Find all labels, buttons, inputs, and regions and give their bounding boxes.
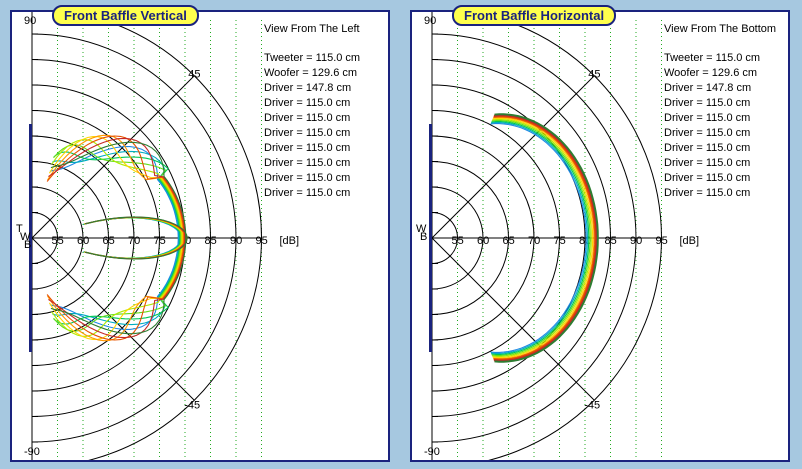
- driver-line: Driver = 147.8 cm: [264, 82, 352, 94]
- angle-label-minus-45: -45: [584, 399, 600, 411]
- baffle-bar: [429, 124, 432, 352]
- panel-front-baffle-horizontal: 55 60 65 70 75 80 85 90 95 [dB] 90 45 -45 -90 W B Front…: [410, 5, 790, 462]
- angle-label-minus-90: -90: [424, 446, 440, 458]
- driver-marker: B: [24, 239, 31, 251]
- view-label: View From The Left: [264, 23, 360, 35]
- view-label: View From The Bottom: [664, 23, 777, 35]
- tick-label: 85: [205, 235, 217, 247]
- driver-line: Driver = 115.0 cm: [264, 157, 351, 169]
- driver-line: Driver = 115.0 cm: [664, 97, 751, 109]
- baffle-bar: [29, 124, 32, 352]
- response-curve: [52, 150, 180, 326]
- response-curve: [493, 114, 598, 362]
- driver-line: Driver = 115.0 cm: [264, 142, 351, 154]
- tick-label: 60: [477, 235, 489, 247]
- response-curve: [53, 151, 181, 325]
- tick-label: 75: [154, 235, 166, 247]
- panel-front-baffle-vertical: 55 60 65 70 75 80 85 90 95 [dB] 90 45 -45 -90 T W B Fron…: [10, 5, 390, 462]
- response-curve: [493, 115, 597, 361]
- angle-label-90: 90: [24, 15, 36, 27]
- driver-line: Driver = 115.0 cm: [664, 172, 751, 184]
- driver-line: Driver = 115.0 cm: [664, 127, 751, 139]
- polar-ring: [68, 12, 262, 460]
- response-curve: [53, 144, 182, 332]
- tick-label: 65: [503, 235, 515, 247]
- unit-label: [dB]: [280, 235, 300, 247]
- diagonal-45: [431, 75, 595, 239]
- response-curve: [491, 119, 591, 357]
- driver-line: Woofer = 129.6 cm: [264, 67, 358, 79]
- tick-label: 95: [656, 235, 668, 247]
- tick-label: 65: [103, 235, 115, 247]
- response-curve: [493, 116, 595, 360]
- response-curve: [490, 122, 588, 354]
- tick-label: 95: [256, 235, 268, 247]
- tick-label: 70: [528, 235, 540, 247]
- response-curve-center: [85, 216, 188, 260]
- response-curve: [490, 123, 587, 353]
- diagonal-minus-45: [31, 237, 195, 401]
- diagonal-45: [31, 75, 195, 239]
- driver-line: Driver = 115.0 cm: [264, 127, 351, 139]
- response-curve: [50, 141, 187, 335]
- legend-info: View From The Left Tweeter = 115.0 cm Wo…: [264, 22, 360, 201]
- tick-label: 70: [128, 235, 140, 247]
- driver-line: Tweeter = 115.0 cm: [264, 52, 361, 64]
- angle-label-minus-45: -45: [184, 399, 200, 411]
- tick-label: 85: [605, 235, 617, 247]
- angle-label-45: 45: [588, 69, 600, 81]
- panel-title: Front Baffle Horizontal: [452, 5, 617, 26]
- response-curve: [492, 117, 594, 359]
- driver-line: Driver = 115.0 cm: [264, 187, 351, 199]
- diagonal-minus-45: [431, 237, 595, 401]
- driver-marker: T: [16, 223, 23, 235]
- tick-label: 55: [52, 235, 64, 247]
- driver-line: Driver = 115.0 cm: [664, 112, 751, 124]
- driver-line: Tweeter = 115.0 cm: [664, 52, 761, 64]
- driver-marker: B: [420, 231, 427, 243]
- tick-label: 75: [554, 235, 566, 247]
- tick-label: 90: [630, 235, 642, 247]
- response-curve: [46, 135, 185, 341]
- driver-line: Driver = 115.0 cm: [664, 142, 751, 154]
- driver-marker: W: [416, 223, 427, 235]
- response-curve: [491, 120, 590, 356]
- angle-label-minus-90: -90: [24, 446, 40, 458]
- response-curve: [494, 113, 599, 363]
- response-curve: [47, 134, 184, 342]
- driver-line: Driver = 115.0 cm: [264, 97, 351, 109]
- driver-line: Woofer = 129.6 cm: [664, 67, 758, 79]
- driver-line: Driver = 147.8 cm: [664, 82, 752, 94]
- panel-title: Front Baffle Vertical: [52, 5, 199, 26]
- driver-line: Driver = 115.0 cm: [264, 172, 351, 184]
- driver-marker: W: [20, 231, 31, 243]
- polar-ring: [468, 12, 662, 460]
- driver-line: Driver = 115.0 cm: [264, 112, 351, 124]
- response-curve: [48, 136, 183, 340]
- legend-info: View From The Bottom Tweeter = 115.0 cm …: [664, 22, 776, 201]
- driver-line: Driver = 115.0 cm: [664, 187, 751, 199]
- unit-label: [dB]: [680, 235, 700, 247]
- response-curve: [51, 139, 183, 337]
- driver-line: Driver = 115.0 cm: [664, 157, 751, 169]
- response-curve: [49, 146, 179, 330]
- tick-label: 60: [77, 235, 89, 247]
- tick-label: 55: [452, 235, 464, 247]
- response-curve: [48, 137, 186, 339]
- tick-label: 90: [230, 235, 242, 247]
- response-curve: [492, 118, 592, 358]
- angle-label-90: 90: [424, 15, 436, 27]
- angle-label-45: 45: [188, 69, 200, 81]
